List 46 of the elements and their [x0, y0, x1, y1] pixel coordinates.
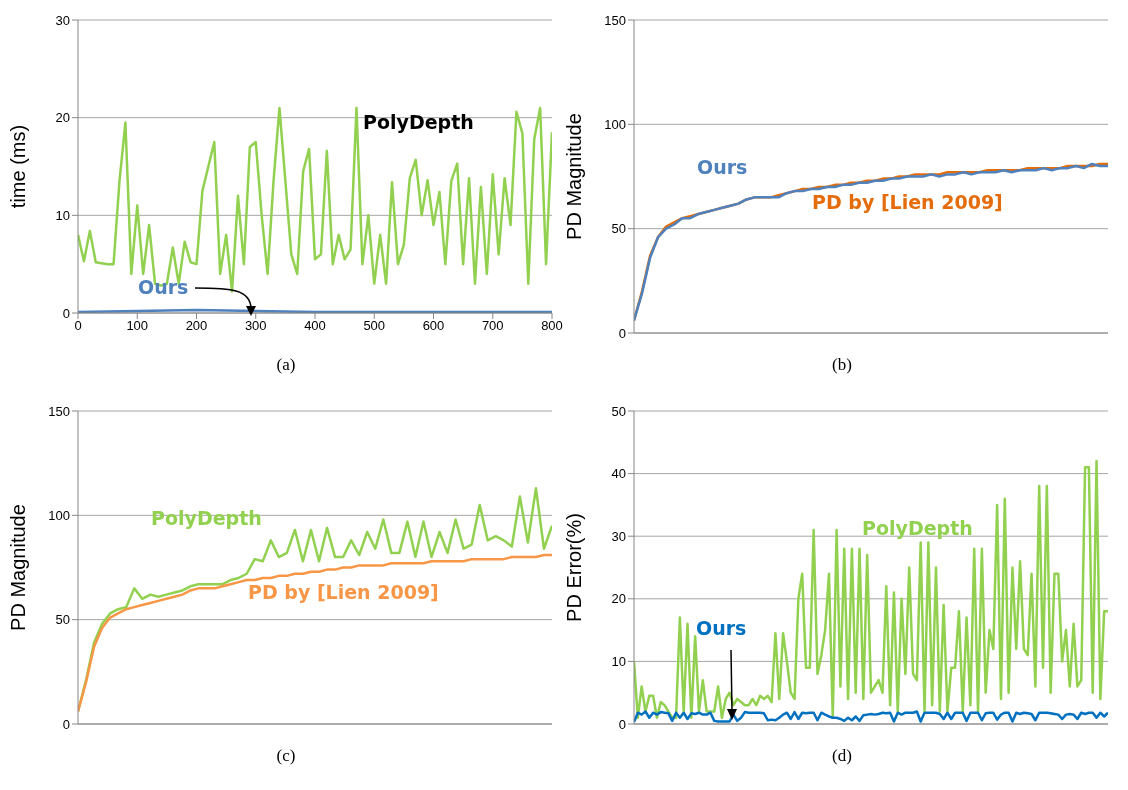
y-tick-label: 0	[618, 716, 626, 732]
y-tick-label: 150	[604, 12, 626, 28]
y-axis-title: PD Magnitude	[563, 113, 586, 240]
y-tick-label: 50	[55, 612, 70, 628]
x-tick-label: 200	[185, 318, 208, 334]
y-tick-label: 100	[48, 507, 70, 523]
x-tick-label: 100	[126, 318, 149, 334]
series-label: PD by [Lien 2009]	[248, 581, 439, 603]
x-tick-label: 600	[422, 318, 445, 334]
y-tick-label: 50	[611, 403, 626, 419]
y-tick-label: 30	[55, 12, 70, 28]
x-tick-label: 700	[481, 318, 504, 334]
series-label: Ours	[697, 156, 748, 178]
y-tick-label: 100	[604, 116, 626, 132]
y-axis-title: PD Error(%)	[563, 513, 586, 622]
line-series	[78, 106, 552, 293]
text: (c)	[275, 746, 297, 766]
y-axis-title: time (ms)	[7, 124, 30, 209]
y-tick-label: 150	[48, 403, 70, 419]
series-label: PD by [Lien 2009]	[812, 191, 1003, 213]
y-tick-label: 30	[611, 528, 626, 544]
x-tick-label: 400	[304, 318, 326, 334]
y-tick-label: 20	[55, 110, 70, 126]
y-tick-label: 0	[62, 305, 70, 321]
line-series	[634, 162, 1108, 322]
x-tick-label: 300	[244, 318, 267, 334]
x-tick-label: 0	[74, 318, 82, 334]
y-tick-label: 0	[62, 716, 70, 732]
series-label: PolyDepth	[151, 507, 262, 529]
text: (d)	[831, 746, 853, 766]
y-tick-label: 10	[55, 207, 70, 223]
series-label: PolyDepth	[862, 517, 973, 539]
y-tick-label: 10	[611, 654, 626, 670]
text: (b)	[831, 355, 853, 375]
x-tick-label: 800	[541, 318, 563, 334]
y-tick-label: 50	[611, 221, 626, 237]
y-tick-label: 40	[611, 466, 626, 482]
text: (a)	[275, 355, 297, 375]
x-tick-label: 500	[363, 318, 386, 334]
text: Ours	[696, 617, 747, 639]
line-series	[78, 553, 552, 713]
series-label: PolyDepth	[363, 111, 474, 133]
y-tick-label: 20	[611, 591, 626, 607]
line-series	[634, 459, 1108, 719]
series-label: Ours	[138, 276, 189, 298]
y-axis-title: PD Magnitude	[7, 504, 30, 631]
